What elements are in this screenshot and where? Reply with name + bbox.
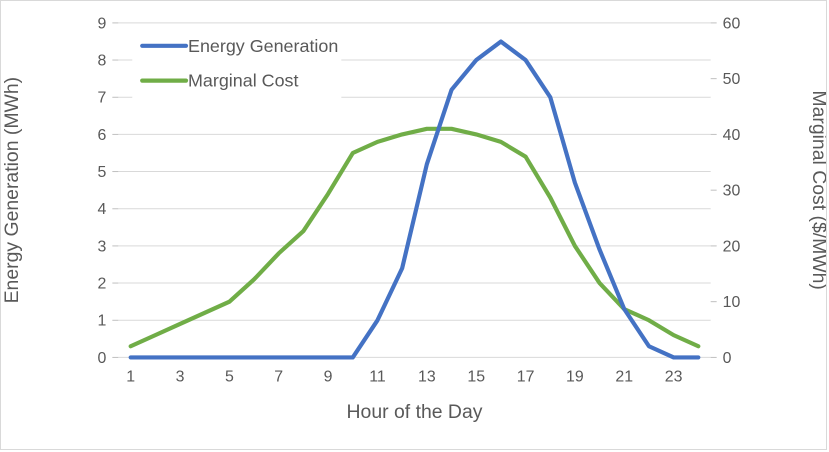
svg-text:Energy Generation: Energy Generation bbox=[188, 36, 338, 56]
svg-text:19: 19 bbox=[566, 368, 584, 385]
svg-text:9: 9 bbox=[324, 368, 333, 385]
svg-text:0: 0 bbox=[723, 350, 732, 367]
svg-text:Hour of the Day: Hour of the Day bbox=[347, 401, 483, 423]
svg-text:6: 6 bbox=[98, 127, 107, 144]
svg-text:7: 7 bbox=[98, 90, 107, 107]
svg-text:17: 17 bbox=[517, 368, 535, 385]
svg-text:40: 40 bbox=[723, 127, 741, 144]
svg-text:5: 5 bbox=[98, 164, 107, 181]
svg-text:60: 60 bbox=[723, 15, 741, 32]
svg-text:10: 10 bbox=[723, 294, 741, 311]
svg-text:50: 50 bbox=[723, 71, 741, 88]
svg-text:4: 4 bbox=[98, 201, 107, 218]
svg-text:13: 13 bbox=[418, 368, 436, 385]
svg-text:0: 0 bbox=[98, 350, 107, 367]
svg-text:7: 7 bbox=[274, 368, 283, 385]
svg-text:15: 15 bbox=[467, 368, 485, 385]
svg-text:9: 9 bbox=[98, 15, 107, 32]
svg-text:5: 5 bbox=[225, 368, 234, 385]
svg-text:Marginal Cost ($/MWh): Marginal Cost ($/MWh) bbox=[808, 90, 827, 290]
svg-text:Marginal Cost: Marginal Cost bbox=[188, 71, 298, 91]
svg-text:20: 20 bbox=[723, 238, 741, 255]
svg-text:11: 11 bbox=[369, 368, 386, 385]
svg-text:8: 8 bbox=[98, 53, 107, 70]
svg-text:1: 1 bbox=[98, 313, 107, 330]
svg-text:Energy Generation (MWh): Energy Generation (MWh) bbox=[1, 77, 23, 303]
svg-text:23: 23 bbox=[665, 368, 683, 385]
svg-text:2: 2 bbox=[98, 276, 107, 293]
svg-text:3: 3 bbox=[176, 368, 185, 385]
svg-text:30: 30 bbox=[723, 183, 741, 200]
svg-text:3: 3 bbox=[98, 238, 107, 255]
svg-text:21: 21 bbox=[615, 368, 633, 385]
svg-text:1: 1 bbox=[126, 368, 135, 385]
